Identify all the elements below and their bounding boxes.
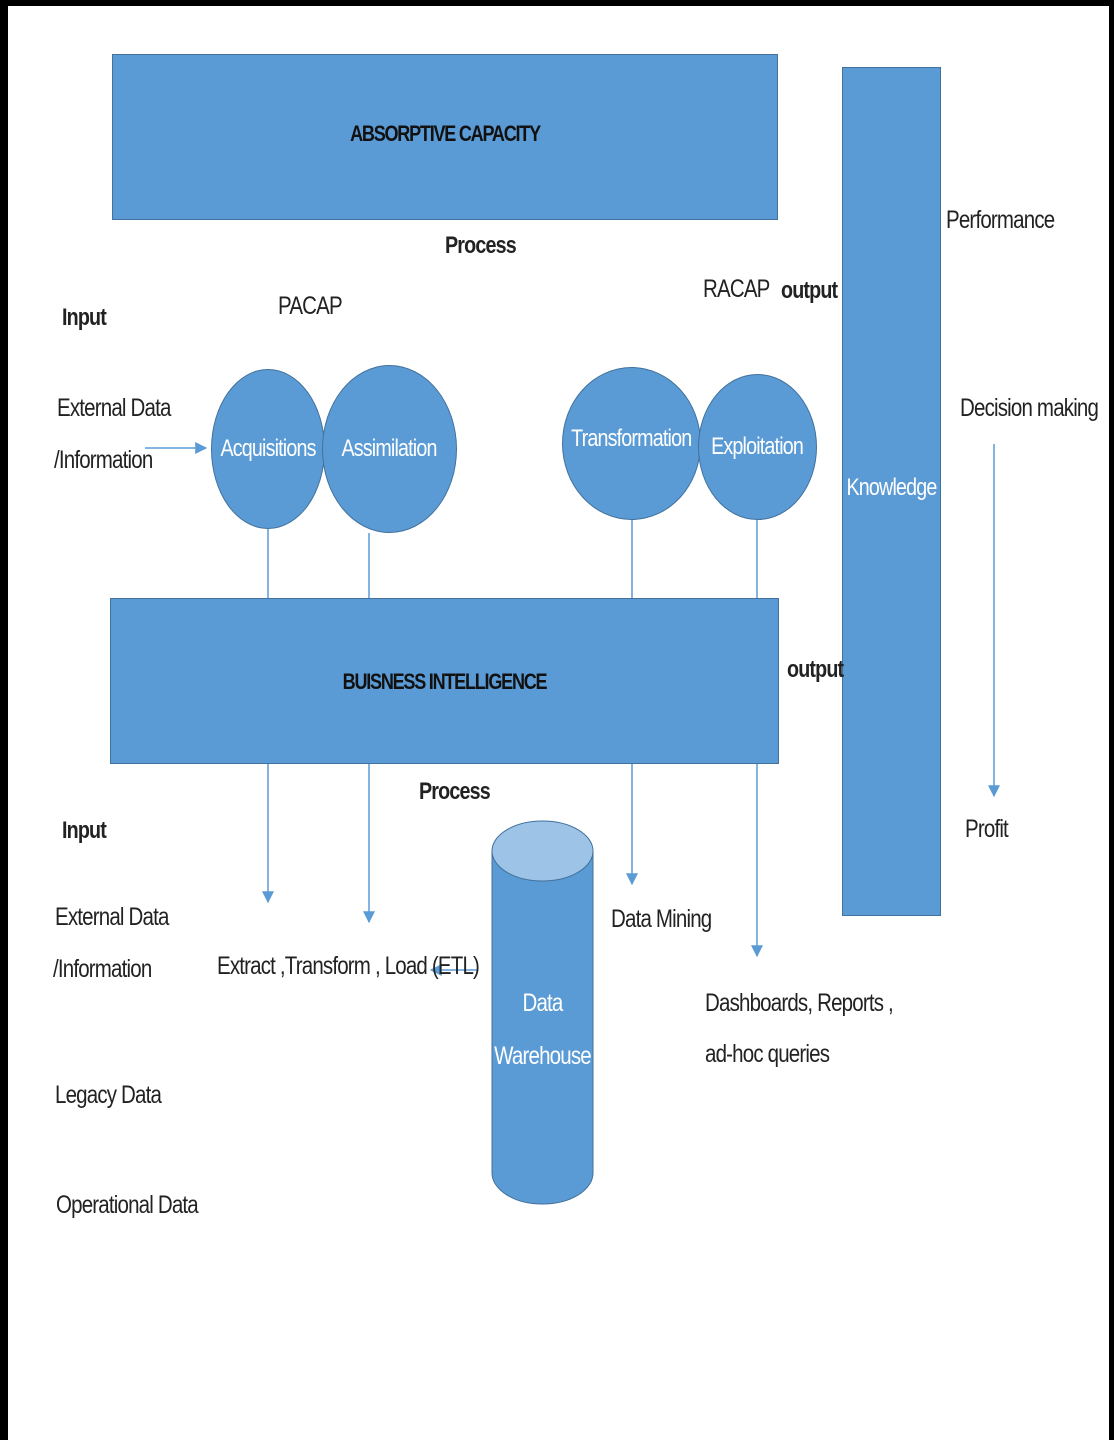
process-top-label: Process [445, 232, 517, 259]
output-mid-label: output [787, 656, 844, 683]
external-info-label-2: /Information [53, 955, 152, 983]
operational-data-label: Operational Data [56, 1191, 199, 1219]
exploitation-label: Exploitation [711, 433, 805, 460]
absorptive-capacity-title: ABSORPTIVE CAPACITY [350, 121, 541, 146]
exploitation-circle: Exploitation [698, 374, 817, 520]
performance-label: Performance [946, 206, 1055, 234]
external-data-label-1: External Data [57, 394, 171, 422]
absorptive-capacity-box: ABSORPTIVE CAPACITY [112, 54, 778, 220]
business-intelligence-box: BUISNESS INTELLIGENCE [110, 598, 779, 764]
dashboards-label-2: ad-hoc queries [705, 1040, 830, 1068]
acquisitions-label: Acquisitions [220, 435, 316, 462]
assimilation-label: Assimilation [341, 435, 438, 462]
connectors [145, 442, 1000, 1205]
assimilation-circle: Assimilation [322, 365, 457, 533]
transformation-label: Transformation [571, 424, 692, 452]
transformation-circle: Transformation [562, 367, 701, 520]
acquisitions-circle: Acquisitions [211, 369, 325, 529]
pacap-label: PACAP [278, 292, 343, 320]
process-bottom-label: Process [419, 778, 491, 805]
business-intelligence-title: BUISNESS INTELLIGENCE [342, 669, 548, 694]
data-warehouse-cylinder [491, 820, 594, 1205]
decision-making-label: Decision making [960, 394, 1099, 422]
external-info-label-1: /Information [54, 446, 153, 474]
output-top-label: output [781, 277, 838, 304]
legacy-data-label: Legacy Data [55, 1081, 162, 1109]
etl-label: Extract ,Transform , Load (ETL) [217, 952, 480, 980]
profit-label: Profit [965, 815, 1009, 843]
racap-label: RACAP [703, 275, 770, 303]
input-bottom-label: Input [62, 817, 107, 844]
external-data-label-2: External Data [55, 903, 169, 931]
warehouse-label-2: Warehouse [494, 1042, 592, 1070]
data-mining-label: Data Mining [611, 905, 712, 933]
input-top-label: Input [62, 304, 107, 331]
knowledge-label: Knowledge [846, 474, 937, 501]
warehouse-label-1: Data [522, 989, 563, 1017]
knowledge-box: Knowledge [842, 67, 941, 916]
dashboards-label-1: Dashboards, Reports , [705, 989, 894, 1017]
